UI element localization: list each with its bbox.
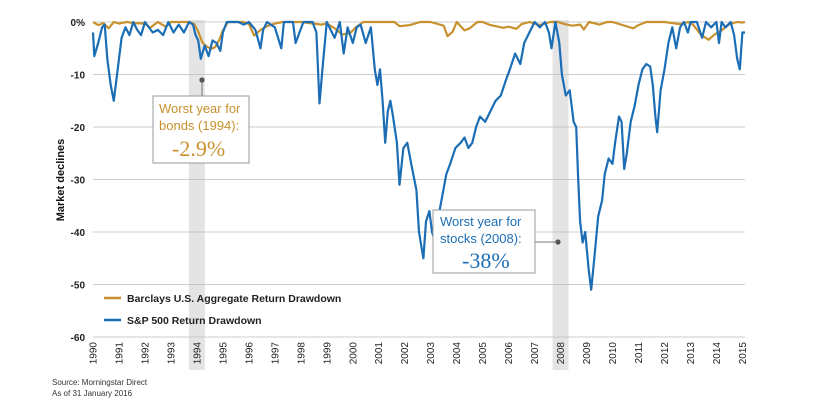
x-tick-label: 2011 xyxy=(634,342,645,364)
x-tick-label: 1998 xyxy=(296,342,307,365)
y-tick-label: -40 xyxy=(71,228,86,239)
highlight-band-2008 xyxy=(552,20,569,370)
x-tick-label: 2004 xyxy=(452,342,463,365)
callout-bonds-box xyxy=(152,95,250,164)
y-tick-label: -50 xyxy=(71,281,86,292)
x-tick-label: 2010 xyxy=(608,342,619,365)
callout-bonds-dot xyxy=(199,77,205,83)
callout-bonds-value: -2.9% xyxy=(172,136,225,161)
x-tick-label: 1992 xyxy=(140,342,151,365)
x-tick-label: 2000 xyxy=(348,342,359,365)
x-tick-label: 1993 xyxy=(166,342,177,365)
x-tick-label: 2008 xyxy=(556,342,567,365)
y-axis-label: Market declines xyxy=(55,139,67,222)
x-tick-label: 1990 xyxy=(89,342,100,365)
x-axis-ticks: 1990 1991 1992 1993 1994 1995 1996 1997 1998 1999… xyxy=(89,342,749,365)
x-tick-label: 2009 xyxy=(582,342,593,365)
x-tick-label: 2006 xyxy=(504,342,515,365)
callout-bonds-title-1: Worst year for xyxy=(159,101,241,116)
callout-stocks-title-1: Worst year for xyxy=(440,214,522,229)
callout-stocks-dot xyxy=(555,239,561,245)
x-tick-label: 2001 xyxy=(374,342,385,365)
x-tick-label: 2007 xyxy=(530,342,541,365)
as-of-note: As of 31 January 2016 xyxy=(52,389,133,398)
y-tick-label: 0% xyxy=(71,18,86,29)
callout-stocks-value: -38% xyxy=(462,248,510,273)
x-tick-label: 2012 xyxy=(660,342,671,365)
legend-label-stocks: S&P 500 Return Drawdown xyxy=(127,315,262,327)
x-tick-label: 1997 xyxy=(270,342,281,365)
callout-bonds-title-2: bonds (1994): xyxy=(159,118,239,133)
y-tick-label: -10 xyxy=(71,71,86,82)
legend: Barclays U.S. Aggregate Return Drawdown … xyxy=(104,293,341,327)
source-note: Source: Morningstar Direct xyxy=(52,378,148,387)
x-tick-label: 2002 xyxy=(400,342,411,365)
callout-stocks-box xyxy=(432,209,536,274)
x-tick-label: 2015 xyxy=(738,342,749,365)
x-tick-label: 1994 xyxy=(192,342,203,365)
legend-label-bonds: Barclays U.S. Aggregate Return Drawdown xyxy=(127,293,341,305)
x-tick-label: 1999 xyxy=(322,342,333,365)
x-tick-label: 1991 xyxy=(114,342,125,365)
x-tick-label: 2003 xyxy=(426,342,437,365)
x-tick-label: 1996 xyxy=(244,342,255,365)
x-tick-label: 2013 xyxy=(686,342,697,365)
callout-stocks: Worst year for stocks (2008): -38% xyxy=(432,209,561,274)
callout-stocks-title-2: stocks (2008): xyxy=(440,231,522,246)
x-tick-label: 1995 xyxy=(218,342,229,365)
callout-bonds: Worst year for bonds (1994): -2.9% xyxy=(152,77,250,164)
y-axis-ticks: 0% -10 -20 -30 -40 -50 -60 xyxy=(71,18,86,344)
x-tick-label: 2014 xyxy=(712,342,723,365)
y-tick-label: -20 xyxy=(71,123,86,134)
y-tick-label: -30 xyxy=(71,176,86,187)
x-tick-label: 2005 xyxy=(478,342,489,365)
y-tick-label: -60 xyxy=(71,333,86,344)
